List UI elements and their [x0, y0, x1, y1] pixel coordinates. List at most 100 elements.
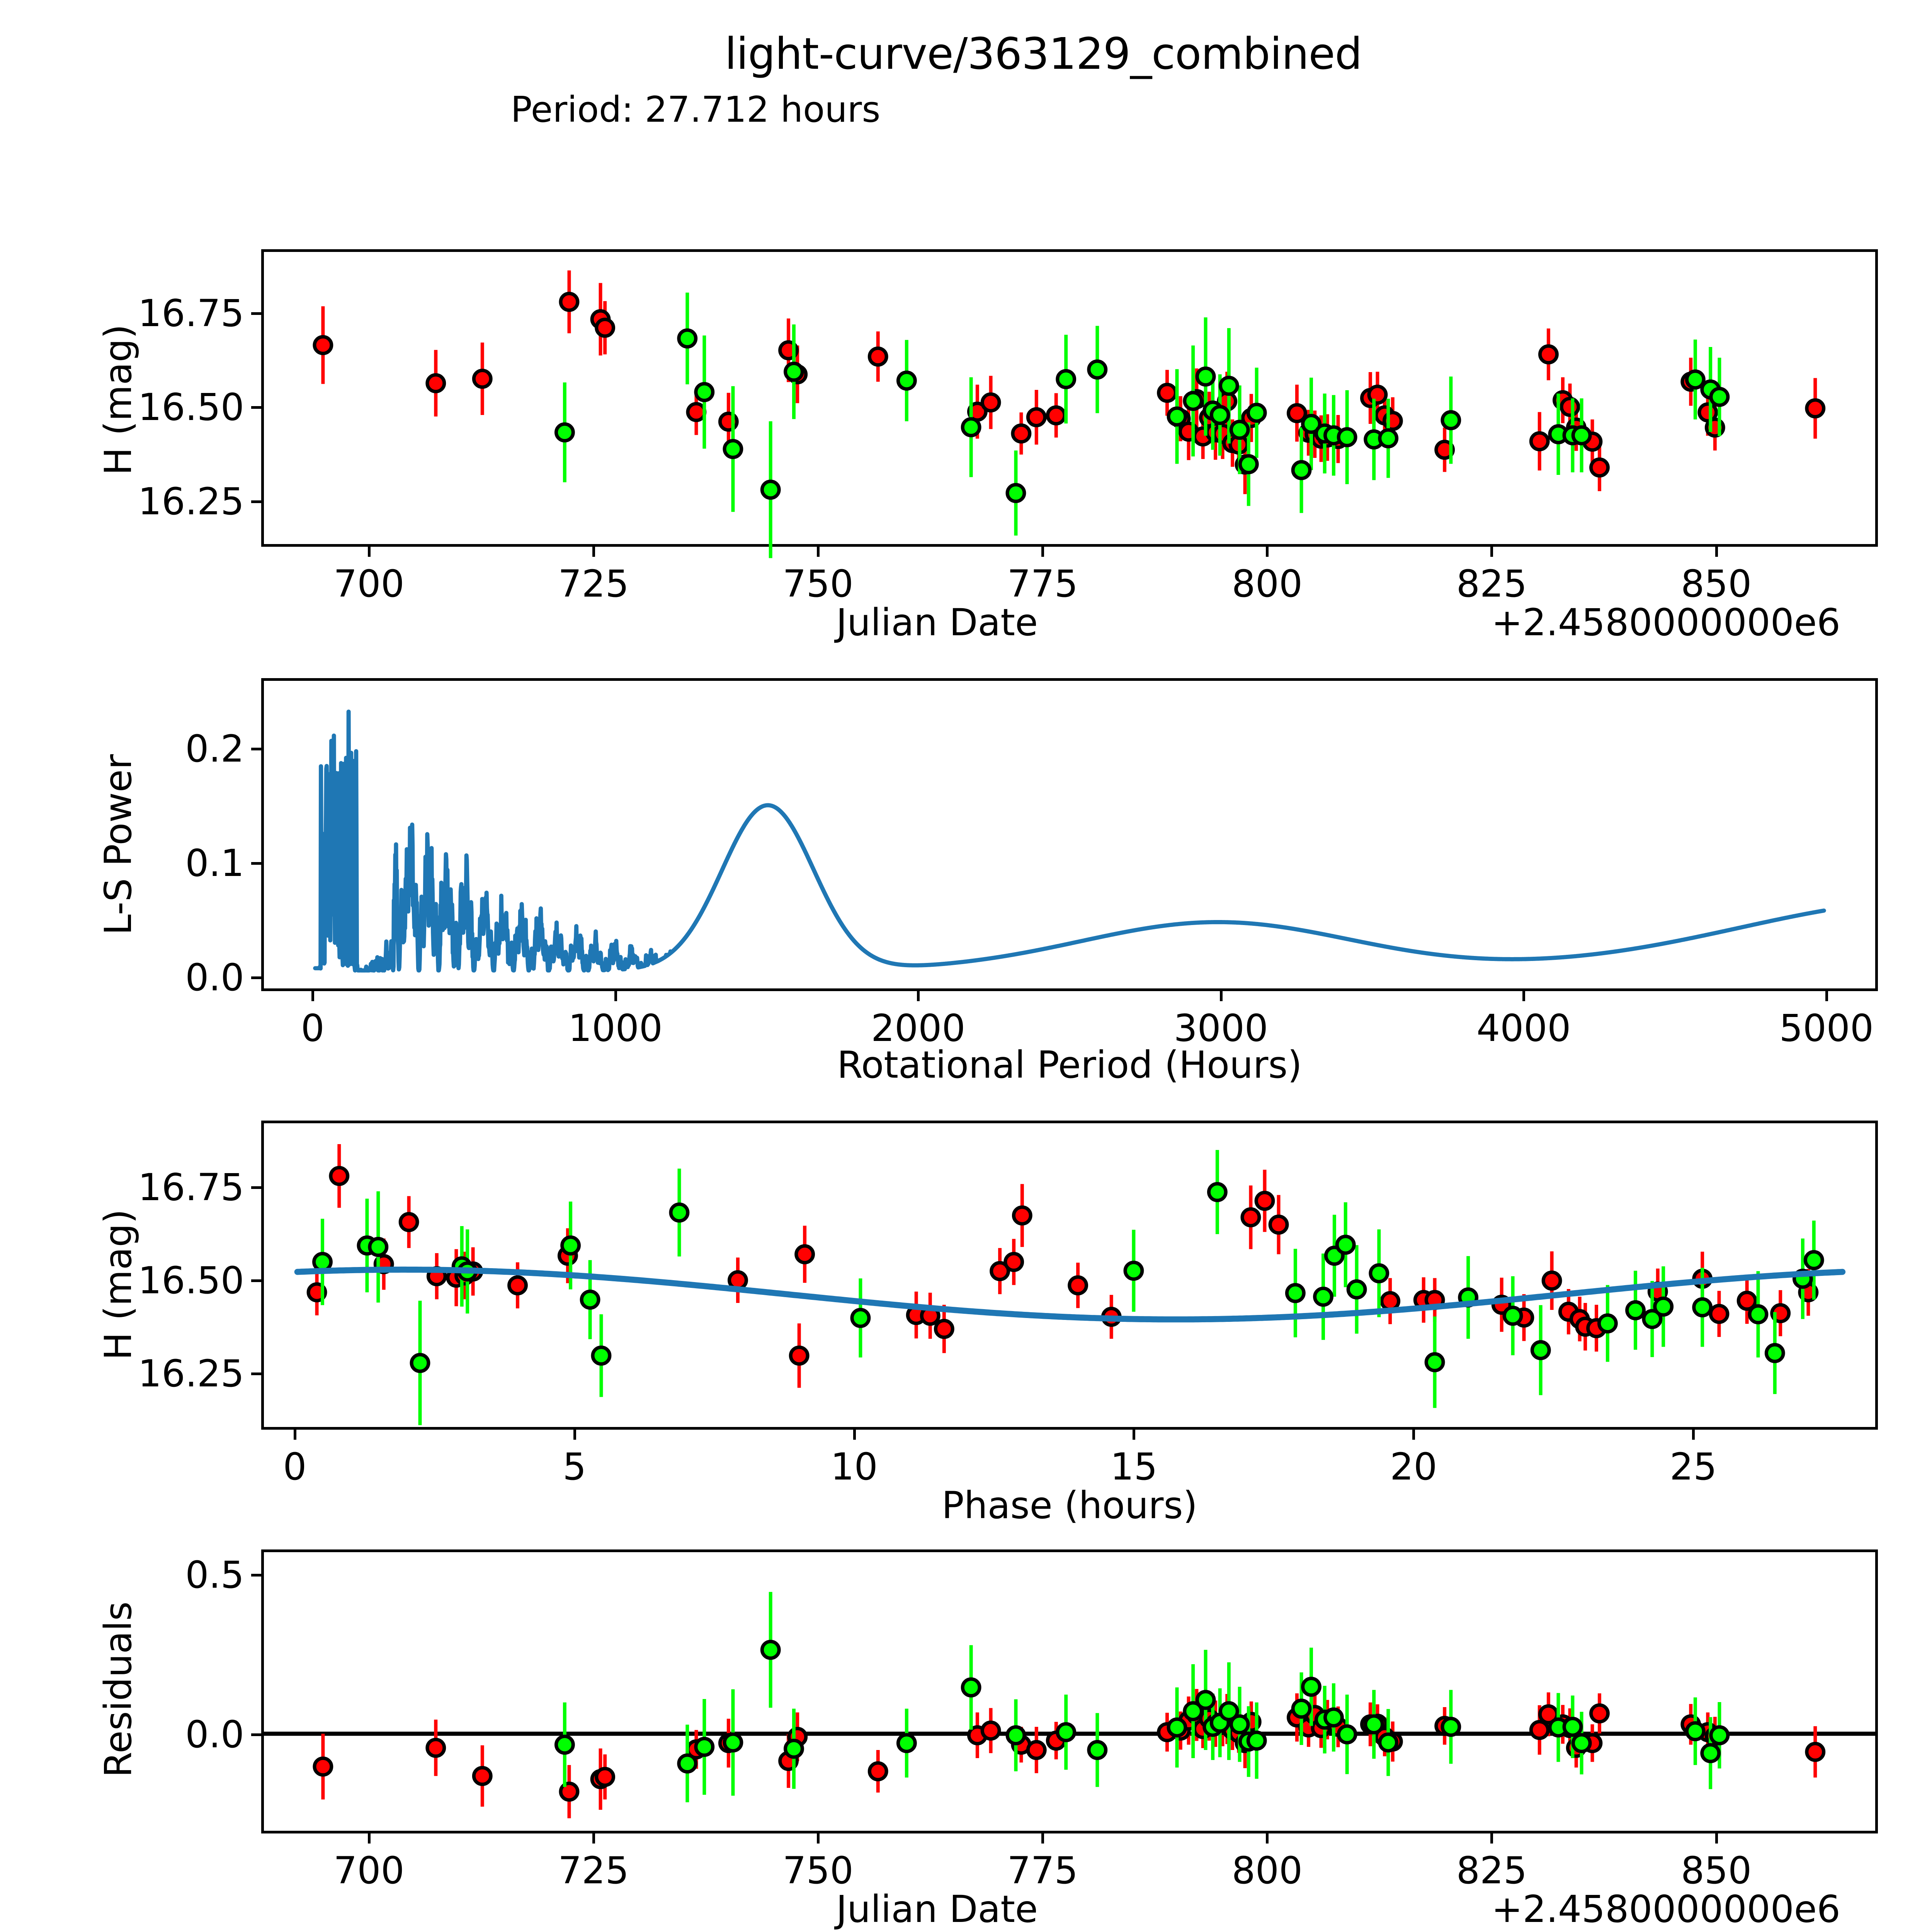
data-point [560, 1235, 581, 1256]
xtick-mark [592, 547, 595, 557]
data-point [1642, 1309, 1663, 1329]
xtick-label: 825 [1456, 1849, 1527, 1892]
xtick-mark [1412, 1430, 1415, 1440]
data-point [677, 328, 698, 349]
ytick-mark [251, 1279, 261, 1282]
data-point [1440, 410, 1461, 430]
data-point [1240, 1207, 1261, 1228]
data-point [1246, 1730, 1267, 1751]
data-point [694, 1736, 715, 1757]
figure-subtitle: Period: 27.712 hours [510, 89, 881, 130]
data-point [961, 417, 981, 437]
data-point [1268, 1214, 1289, 1235]
ytick-label: 16.75 [138, 291, 244, 335]
xtick-mark [367, 547, 371, 557]
ytick-label: 0.0 [185, 1713, 244, 1756]
data-point [1167, 406, 1187, 427]
xtick-label: 5000 [1779, 1007, 1874, 1050]
data-point [1005, 1725, 1026, 1745]
ytick-mark [251, 748, 261, 751]
xtick-mark [1715, 1833, 1718, 1844]
xtick-label: 725 [558, 1849, 629, 1892]
xtick-mark [614, 991, 617, 1001]
data-point [1597, 1313, 1618, 1334]
residuals-plot-area [264, 1592, 1875, 1818]
data-point [1238, 454, 1259, 474]
periodogram-xlabel: Rotational Period (Hours) [837, 1043, 1302, 1087]
data-point [1287, 403, 1307, 423]
data-point [1440, 1717, 1461, 1737]
ytick-mark [251, 1372, 261, 1376]
data-point [1364, 1714, 1384, 1735]
page-title: light-curve/363129_combined [724, 29, 1362, 79]
data-point [1653, 1296, 1674, 1317]
data-point [1323, 1707, 1344, 1728]
data-point [1424, 1352, 1445, 1372]
data-point [1562, 1717, 1583, 1737]
data-point [669, 1202, 690, 1223]
series-red [313, 1689, 1826, 1818]
xtick-mark [573, 1430, 576, 1440]
data-point [1589, 1703, 1610, 1724]
data-point [677, 1753, 698, 1774]
xtick-label: 5 [563, 1445, 587, 1488]
xtick-label: 4000 [1476, 1007, 1571, 1050]
xtick-mark [1522, 991, 1526, 1001]
xtick-mark [917, 991, 920, 1001]
xtick-label: 0 [283, 1445, 307, 1488]
data-point [591, 1345, 612, 1366]
data-point [1313, 1286, 1333, 1307]
data-point [990, 1261, 1010, 1281]
data-point [1087, 359, 1108, 380]
xtick-label: 1000 [568, 1007, 663, 1050]
series-green [312, 1150, 1824, 1425]
ytick-label: 16.25 [138, 480, 244, 524]
data-point [1301, 1677, 1321, 1697]
data-point [1434, 439, 1455, 460]
data-point [1529, 431, 1550, 451]
data-point [980, 392, 1001, 413]
xtick-mark [1041, 1833, 1044, 1844]
xtick-label: 850 [1680, 562, 1752, 605]
data-point [1337, 427, 1357, 447]
data-point [760, 1639, 781, 1660]
data-point [1530, 1340, 1551, 1361]
raw-lightcurve-ylabel: H (mag) [97, 324, 140, 475]
xtick-mark [1219, 991, 1223, 1001]
data-point [867, 346, 888, 367]
xtick-mark [1715, 547, 1718, 557]
data-point [867, 1761, 888, 1782]
xtick-mark [1692, 1430, 1695, 1440]
xtick-label: 800 [1231, 562, 1303, 605]
series-red [306, 1144, 1819, 1388]
data-point [1560, 396, 1580, 417]
data-point [1805, 1742, 1826, 1762]
panel-residuals [261, 1549, 1878, 1833]
data-point [507, 1275, 528, 1296]
residuals-x-offset: +2.4580000000e6 [1492, 1888, 1840, 1931]
data-point [368, 1237, 389, 1257]
data-point [686, 402, 707, 422]
data-point [1011, 423, 1032, 444]
data-point [694, 382, 715, 402]
ytick-label: 16.50 [138, 1259, 244, 1303]
data-point [1529, 1720, 1550, 1740]
raw-lightcurve-x-offset: +2.4580000000e6 [1492, 601, 1840, 644]
data-point [398, 1212, 419, 1232]
data-point [595, 318, 616, 338]
data-point [559, 292, 580, 312]
data-point [1012, 1205, 1032, 1226]
ytick-mark [251, 976, 261, 979]
xtick-label: 25 [1670, 1445, 1717, 1488]
data-point [1805, 398, 1826, 418]
data-point [1502, 1306, 1523, 1326]
data-point [1229, 1714, 1250, 1735]
data-point [1229, 420, 1250, 440]
xtick-mark [1133, 1430, 1136, 1440]
xtick-mark [1266, 547, 1269, 557]
data-point [1538, 344, 1559, 365]
data-point [559, 1781, 580, 1802]
ytick-label: 0.0 [185, 956, 244, 999]
xtick-label: 20 [1390, 1445, 1437, 1488]
